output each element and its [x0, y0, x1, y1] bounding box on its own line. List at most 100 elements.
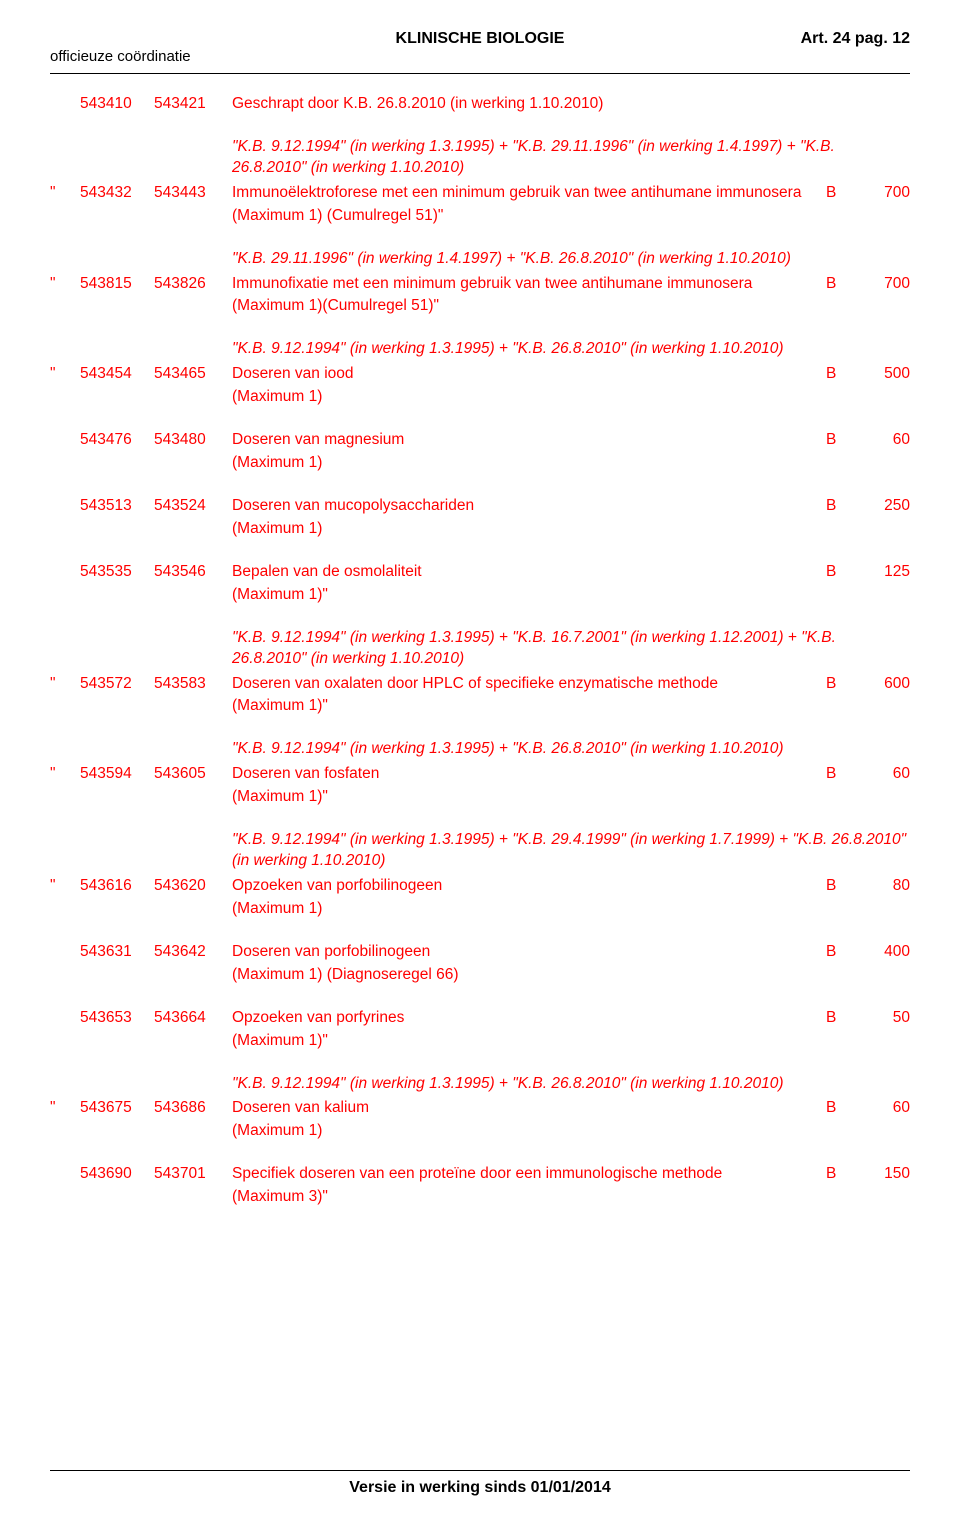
entry-code-1: 543410: [80, 94, 154, 115]
entry-code-1: 543572: [80, 674, 154, 695]
entry-row: "543815543826Immunofixatie met een minim…: [50, 274, 910, 295]
entry-description: Geschrapt door K.B. 26.8.2010 (in werkin…: [232, 94, 826, 115]
entry-max-row: (Maximum 1): [50, 453, 910, 474]
entry-maximum: (Maximum 1)": [232, 696, 826, 717]
entry-code-1: 543675: [80, 1098, 154, 1119]
content-body: 543410543421Geschrapt door K.B. 26.8.201…: [50, 94, 910, 1208]
entry-max-row: (Maximum 1)": [50, 787, 910, 808]
entry-value: 600: [856, 674, 910, 695]
entry-description: Doseren van magnesium: [232, 430, 826, 451]
entry-value: 60: [856, 764, 910, 785]
entry-value: 700: [856, 274, 910, 295]
entry-code-2: 543605: [154, 764, 232, 785]
entry-code-2: 543546: [154, 562, 232, 583]
entry-max-row: (Maximum 1): [50, 899, 910, 920]
entry-description: Opzoeken van porfyrines: [232, 1008, 826, 1029]
entry-value: 150: [856, 1164, 910, 1185]
spacer: [50, 474, 910, 494]
entry-maximum: (Maximum 1)": [232, 585, 826, 606]
entry-code-1: 543815: [80, 274, 154, 295]
entry-code-1: 543476: [80, 430, 154, 451]
entry-code-2: 543664: [154, 1008, 232, 1029]
reference-note: "K.B. 9.12.1994" (in werking 1.3.1995) +…: [232, 339, 910, 360]
entry-quote-mark: ": [50, 274, 80, 295]
entry-max-row: (Maximum 1): [50, 387, 910, 408]
entry-row: 543653543664Opzoeken van porfyrinesB50: [50, 1008, 910, 1029]
entry-row: "543675543686Doseren van kaliumB60: [50, 1098, 910, 1119]
entry-quote-mark: ": [50, 674, 80, 695]
entry-value: 50: [856, 1008, 910, 1029]
entry-max-row: (Maximum 1)": [50, 696, 910, 717]
entry-quote-mark: ": [50, 764, 80, 785]
entry-row: "543594543605Doseren van fosfatenB60: [50, 764, 910, 785]
reference-note: "K.B. 9.12.1994" (in werking 1.3.1995) +…: [232, 137, 910, 179]
header-page-ref: Art. 24 pag. 12: [730, 30, 910, 48]
header-row-1: KLINISCHE BIOLOGIE Art. 24 pag. 12: [50, 30, 910, 48]
entry-max-row: (Maximum 1)(Cumulregel 51)": [50, 296, 910, 317]
entry-max-row: (Maximum 3)": [50, 1187, 910, 1208]
entry-value: 80: [856, 876, 910, 897]
entry-class: B: [826, 764, 856, 785]
header-title: KLINISCHE BIOLOGIE: [230, 30, 730, 48]
entry-code-1: 543653: [80, 1008, 154, 1029]
entry-description: Doseren van mucopolysacchariden: [232, 496, 826, 517]
entry-code-2: 543480: [154, 430, 232, 451]
entry-code-1: 543631: [80, 942, 154, 963]
entry-max-row: (Maximum 1): [50, 519, 910, 540]
entry-value: 500: [856, 364, 910, 385]
entry-code-2: 543443: [154, 183, 232, 204]
footer-text: Versie in werking sinds 01/01/2014: [0, 1479, 960, 1497]
entry-description: Doseren van porfobilinogeen: [232, 942, 826, 963]
spacer: [50, 1142, 910, 1162]
entry-row: 543631543642Doseren van porfobilinogeenB…: [50, 942, 910, 963]
entry-row: 543535543546Bepalen van de osmolaliteitB…: [50, 562, 910, 583]
entry-class: B: [826, 183, 856, 204]
entry-code-2: 543701: [154, 1164, 232, 1185]
spacer: [50, 408, 910, 428]
entry-value: 400: [856, 942, 910, 963]
entry-max-row: (Maximum 1) (Cumulregel 51)": [50, 206, 910, 227]
reference-note: "K.B. 9.12.1994" (in werking 1.3.1995) +…: [232, 739, 910, 760]
entry-class: B: [826, 876, 856, 897]
entry-quote-mark: ": [50, 183, 80, 204]
entry-maximum: (Maximum 1): [232, 1121, 826, 1142]
entry-row: 543476543480Doseren van magnesiumB60: [50, 430, 910, 451]
entry-description: Bepalen van de osmolaliteit: [232, 562, 826, 583]
entry-quote-mark: ": [50, 364, 80, 385]
entry-quote-mark: ": [50, 876, 80, 897]
entry-class: B: [826, 562, 856, 583]
entry-maximum: (Maximum 1): [232, 899, 826, 920]
entry-description: Opzoeken van porfobilinogeen: [232, 876, 826, 897]
header-subtitle: officieuze coördinatie: [50, 48, 910, 65]
entry-code-2: 543524: [154, 496, 232, 517]
entry-class: B: [826, 364, 856, 385]
spacer: [50, 920, 910, 940]
entry-value: 250: [856, 496, 910, 517]
footer: Versie in werking sinds 01/01/2014: [0, 1470, 960, 1497]
entry-maximum: (Maximum 1)": [232, 787, 826, 808]
entry-code-1: 543690: [80, 1164, 154, 1185]
entry-maximum: (Maximum 1): [232, 519, 826, 540]
entry-code-2: 543642: [154, 942, 232, 963]
entry-code-2: 543421: [154, 94, 232, 115]
entry-maximum: (Maximum 1): [232, 453, 826, 474]
document-page: KLINISCHE BIOLOGIE Art. 24 pag. 12 offic…: [0, 0, 960, 1527]
entry-value: 125: [856, 562, 910, 583]
entry-max-row: (Maximum 1) (Diagnoseregel 66): [50, 965, 910, 986]
entry-code-1: 543432: [80, 183, 154, 204]
entry-maximum: (Maximum 1)(Cumulregel 51)": [232, 296, 826, 317]
spacer: [50, 986, 910, 1006]
entry-quote-mark: ": [50, 1098, 80, 1119]
entry-code-1: 543594: [80, 764, 154, 785]
entry-class: B: [826, 1098, 856, 1119]
entry-code-1: 543535: [80, 562, 154, 583]
entry-row: "543572543583Doseren van oxalaten door H…: [50, 674, 910, 695]
entry-row: "543616543620Opzoeken van porfobilinogee…: [50, 876, 910, 897]
entry-description: Immunofixatie met een minimum gebruik va…: [232, 274, 826, 295]
entry-code-2: 543826: [154, 274, 232, 295]
entry-value: 700: [856, 183, 910, 204]
spacer: [50, 540, 910, 560]
entry-row: "543432543443Immunoëlektroforese met een…: [50, 183, 910, 204]
reference-note: "K.B. 9.12.1994" (in werking 1.3.1995) +…: [232, 1074, 910, 1095]
footer-rule: [50, 1470, 910, 1471]
